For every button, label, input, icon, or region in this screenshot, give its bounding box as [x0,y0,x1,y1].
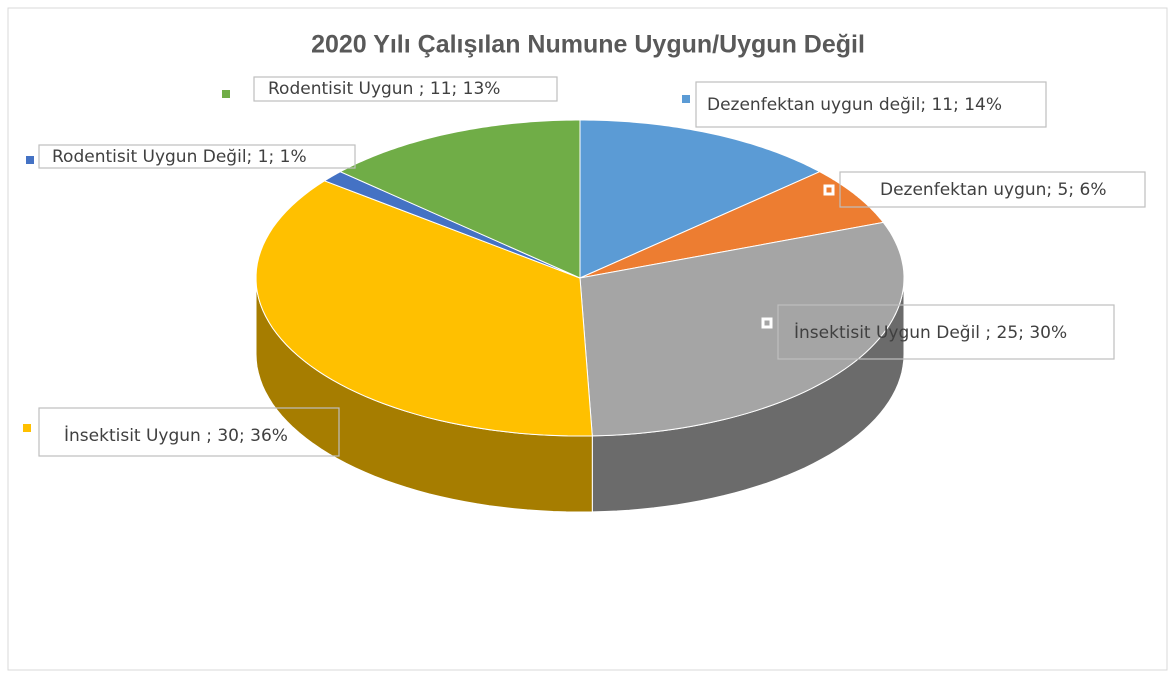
data-label: Dezenfektan uygun değil; 11; 14% [707,95,1002,115]
data-label: Dezenfektan uygun; 5; 6% [880,180,1106,200]
slice [579,221,905,437]
pie [255,119,905,513]
label-key [222,90,230,98]
label-box [38,407,340,457]
label-key [761,317,773,329]
label-key [23,424,31,432]
data-label: Rodentisit Uygun Değil; 1; 1% [52,147,307,167]
slice [339,119,581,279]
label-key [823,184,835,196]
label-box [253,76,558,102]
label-box [839,171,1146,208]
slice [255,180,593,437]
data-label: Rodentisit Uygun ; 11; 13% [268,79,500,99]
label-box [777,304,1115,360]
slice [579,119,821,279]
label-box [38,144,356,169]
label-box [695,81,1047,128]
data-label: İnsektisit Uygun Değil ; 25; 30% [794,322,1067,343]
slice [579,171,885,279]
data-label: İnsektisit Uygun ; 30; 36% [64,425,288,446]
chart-title: 2020 Yılı Çalışılan Numune Uygun/Uygun D… [311,31,865,59]
slice [323,171,581,279]
data-labels: Dezenfektan uygun değil; 11; 14% Dezenfek… [23,76,1146,457]
label-key [682,95,690,103]
label-key [26,156,34,164]
